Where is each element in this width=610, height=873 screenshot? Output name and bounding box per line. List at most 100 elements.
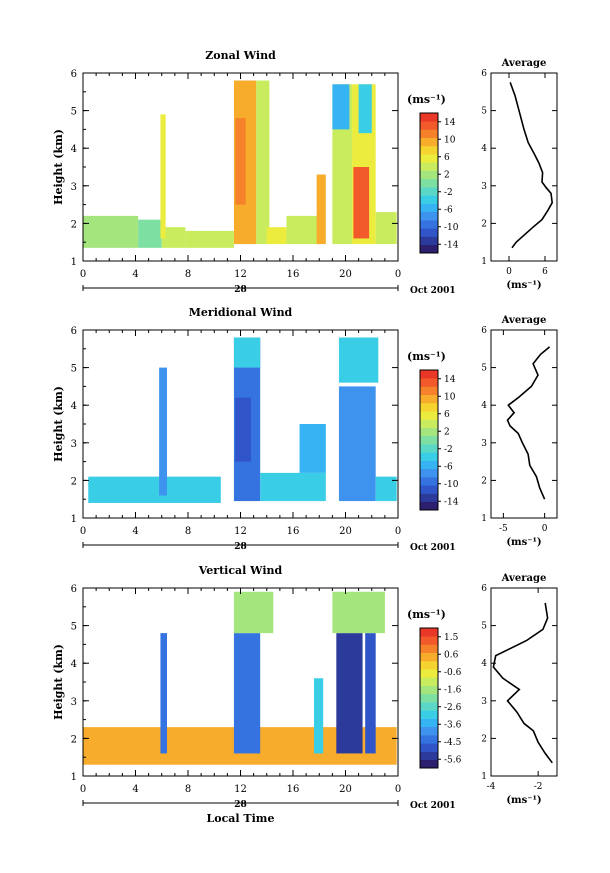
heatmap-region: [266, 227, 287, 245]
heatmap-region: [336, 633, 363, 754]
colorbar-segment: [420, 759, 438, 769]
heatmap-region: [375, 212, 397, 245]
panel-title: Vertical Wind: [198, 564, 283, 577]
y-tick-label: 5: [71, 622, 77, 633]
heatmap-region: [233, 633, 261, 754]
colorbar-segment: [420, 178, 438, 188]
colorbar-segment: [420, 652, 438, 662]
colorbar-segment: [420, 378, 438, 387]
heatmap-region: [338, 386, 376, 502]
colorbar-segment: [420, 468, 438, 478]
average-title: Average: [501, 58, 547, 69]
average-y-tick-label: 3: [481, 182, 487, 192]
month-label: Oct 2001: [410, 286, 456, 296]
y-tick-label: 5: [71, 364, 77, 375]
x-tick-label: 0: [395, 269, 401, 280]
colorbar-segment: [420, 113, 438, 122]
heatmap-region: [185, 230, 234, 248]
heatmap-region: [358, 84, 372, 134]
average-y-tick-label: 2: [481, 734, 487, 744]
colorbar-segment: [420, 710, 438, 719]
month-label: Oct 2001: [410, 801, 456, 811]
heatmap-region: [375, 476, 397, 502]
heatmap-region: [286, 215, 320, 245]
heatmap-region: [299, 424, 326, 473]
colorbar-tick-label: 2: [444, 427, 450, 437]
colorbar-segment: [420, 170, 438, 180]
colorbar-segment: [420, 693, 438, 703]
colorbar-segment: [420, 726, 438, 736]
colorbar-segment: [420, 677, 438, 686]
x-tick-label: 20: [339, 269, 352, 280]
colorbar-tick-label: -0.6: [444, 668, 462, 678]
colorbar-segment: [420, 137, 438, 147]
average-y-tick-label: 2: [481, 476, 487, 486]
x-tick-label: 0: [80, 269, 86, 280]
y-tick-label: 2: [71, 219, 77, 230]
colorbar-segment: [420, 162, 438, 171]
average-profile-line: [506, 346, 551, 500]
x-tick-label: 16: [287, 269, 300, 280]
average-title: Average: [501, 315, 547, 326]
x-tick-label: 12: [234, 269, 247, 280]
colorbar-tick-label: 0.6: [444, 650, 459, 660]
x-tick-label: 0: [395, 526, 401, 537]
average-y-tick-label: 1: [481, 257, 487, 267]
x-axis-label: Local Time: [207, 812, 275, 825]
colorbar-tick-label: -1.6: [444, 685, 462, 695]
colorbar-tick-label: 10: [444, 135, 456, 145]
average-unit-label: (ms⁻¹): [506, 795, 541, 806]
x-tick-label: 8: [185, 526, 191, 537]
x-tick-label: 12: [234, 526, 247, 537]
average-unit-label: (ms⁻¹): [506, 280, 541, 291]
y-tick-label: 2: [71, 734, 77, 745]
average-y-tick-label: 1: [481, 514, 487, 524]
average-y-tick-label: 2: [481, 219, 487, 229]
average-title: Average: [501, 573, 547, 584]
average-y-tick-label: 4: [481, 659, 487, 669]
colorbar-segment: [420, 435, 438, 445]
colorbar-segment: [420, 411, 438, 420]
y-axis-label: Height (km): [52, 386, 65, 462]
colorbar-tick-label: -14: [444, 497, 459, 507]
colorbar-segment: [420, 702, 438, 711]
colorbar-segment: [420, 460, 438, 470]
heatmap-region: [160, 114, 166, 239]
colorbar-segment: [420, 220, 438, 229]
day-label: 28: [234, 285, 247, 295]
heatmap-region: [332, 84, 350, 130]
average-y-tick-label: 3: [481, 439, 487, 449]
colorbar-segment: [420, 121, 438, 130]
day-label: 28: [234, 800, 247, 810]
colorbar-segment: [420, 477, 438, 486]
heatmap-region: [260, 472, 326, 502]
colorbar-segment: [420, 751, 438, 761]
y-tick-label: 3: [71, 182, 77, 193]
average-x-tick-label: 6: [542, 267, 548, 277]
average-y-tick-label: 3: [481, 697, 487, 707]
average-x-tick-label: -4: [487, 782, 496, 792]
heatmap-region: [83, 215, 139, 248]
colorbar-segment: [420, 636, 438, 645]
y-tick-label: 1: [71, 257, 77, 268]
heatmap-region: [235, 118, 246, 205]
average-x-tick-label: 0: [542, 524, 548, 534]
average-y-tick-label: 4: [481, 401, 487, 411]
heatmap-region: [233, 591, 274, 634]
colorbar-segment: [420, 244, 438, 254]
average-x-tick-label: -2: [534, 782, 543, 792]
colorbar-segment: [420, 444, 438, 453]
colorbar-segment: [420, 203, 438, 213]
heatmap-region: [159, 367, 167, 496]
x-tick-label: 0: [80, 526, 86, 537]
x-tick-label: 4: [132, 526, 138, 537]
y-axis-label: Height (km): [52, 129, 65, 205]
x-tick-label: 4: [132, 269, 138, 280]
colorbar-segment: [420, 236, 438, 246]
colorbar-segment: [420, 735, 438, 744]
colorbar-tick-label: 14: [444, 375, 456, 385]
colorbar-tick-label: 2: [444, 170, 450, 180]
colorbar-tick-label: -2: [444, 445, 453, 455]
y-tick-label: 1: [71, 514, 77, 525]
